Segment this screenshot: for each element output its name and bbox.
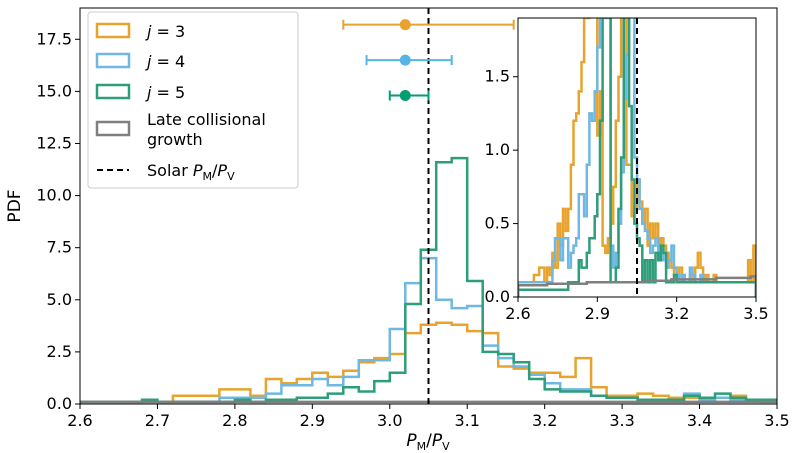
legend-label-late-growth-line1: Late collisional bbox=[147, 110, 266, 129]
legend-label-late-growth-line2: growth bbox=[147, 130, 203, 149]
main-y-tick-label: 0.0 bbox=[47, 394, 72, 413]
legend-label-j5: j = 5 bbox=[145, 83, 185, 102]
main-x-tick-label: 3.2 bbox=[532, 411, 557, 430]
inset-x-tick-label: 3.2 bbox=[664, 304, 689, 323]
inset-plot-frame bbox=[517, 17, 757, 298]
main-y-tick-label: 10.0 bbox=[36, 186, 72, 205]
main-x-tick-label: 2.6 bbox=[67, 411, 92, 430]
main-x-tick-label: 3.3 bbox=[609, 411, 634, 430]
y-axis-label: PDF bbox=[5, 189, 25, 222]
error-bars bbox=[342, 19, 515, 102]
main-x-tick-label: 3.4 bbox=[687, 411, 712, 430]
inset-y-tick-label: 0.0 bbox=[485, 287, 510, 306]
legend-frame bbox=[87, 11, 299, 189]
error-point-j-5 bbox=[399, 90, 411, 102]
inset-y-tick-label: 1.0 bbox=[485, 140, 510, 159]
main-y-axis: 0.0 2.5 5.0 7.5 10.0 12.5 15.0 17.5 bbox=[36, 29, 80, 413]
inset-y-axis: 0.0 0.5 1.0 1.5 bbox=[485, 67, 518, 306]
inset-y-tick-label: 0.5 bbox=[485, 214, 510, 233]
legend-label-j3: j = 3 bbox=[145, 22, 185, 41]
main-x-tick-label: 2.8 bbox=[222, 411, 247, 430]
main-plot-frame bbox=[79, 7, 778, 405]
inset-x-tick-label: 3.5 bbox=[743, 304, 768, 323]
main-x-tick-label: 2.7 bbox=[145, 411, 170, 430]
legend-label-solar: Solar PM/PV bbox=[147, 161, 235, 183]
legend-swatch-j4 bbox=[95, 52, 131, 69]
legend-item-j3: j = 3 bbox=[95, 22, 185, 41]
main-x-axis: 2.6 2.7 2.8 2.9 3.0 3.1 3.2 3.3 3.4 3.5 bbox=[67, 404, 790, 430]
main-y-tick-label: 12.5 bbox=[36, 133, 72, 152]
error-point-j-3 bbox=[399, 19, 411, 31]
legend-item-solar: Solar PM/PV bbox=[97, 161, 235, 183]
main-series-late-collisional-growth bbox=[80, 400, 777, 404]
main-y-tick-label: 7.5 bbox=[47, 238, 72, 257]
inset-y-tick-label: 1.5 bbox=[485, 67, 510, 86]
inset-x-axis: 2.6 2.9 3.2 3.5 bbox=[505, 297, 769, 323]
main-y-tick-label: 5.0 bbox=[47, 290, 72, 309]
main-series-j-3 bbox=[80, 321, 777, 404]
main-series-layer bbox=[80, 156, 777, 404]
main-x-tick-label: 3.0 bbox=[377, 411, 402, 430]
legend-item-j5: j = 5 bbox=[95, 83, 185, 102]
inset-series-layer bbox=[518, 18, 756, 297]
main-y-tick-label: 17.5 bbox=[36, 29, 72, 48]
main-y-tick-label: 15.0 bbox=[36, 81, 72, 100]
main-x-tick-label: 2.9 bbox=[300, 411, 325, 430]
error-point-j-4 bbox=[399, 54, 411, 66]
legend: j = 3 j = 4 j = 5 Late collisional growt… bbox=[87, 11, 299, 189]
x-axis-label: PM/PV bbox=[406, 431, 450, 453]
legend-swatch-late-growth bbox=[95, 120, 131, 137]
inset-series-j-5 bbox=[518, 18, 756, 297]
legend-item-late-growth: Late collisional growth bbox=[95, 110, 266, 149]
main-y-tick-label: 2.5 bbox=[47, 342, 72, 361]
legend-swatch-j3 bbox=[95, 22, 131, 39]
legend-swatch-j5 bbox=[95, 83, 131, 100]
inset-x-tick-label: 2.6 bbox=[505, 304, 530, 323]
inset-series-late-collisional-growth bbox=[518, 275, 756, 297]
inset-x-tick-label: 2.9 bbox=[585, 304, 610, 323]
legend-label-j4: j = 4 bbox=[145, 52, 185, 71]
main-x-tick-label: 3.5 bbox=[764, 411, 789, 430]
main-x-tick-label: 3.1 bbox=[454, 411, 479, 430]
main-plot: 2.6 2.7 2.8 2.9 3.0 3.1 3.2 3.3 3.4 3.5 0.0 2.5 5.0… bbox=[5, 7, 790, 453]
legend-item-j4: j = 4 bbox=[95, 52, 185, 71]
inset-plot: 2.6 2.9 3.2 3.5 0.0 0.5 1.0 1.5 bbox=[485, 17, 769, 323]
